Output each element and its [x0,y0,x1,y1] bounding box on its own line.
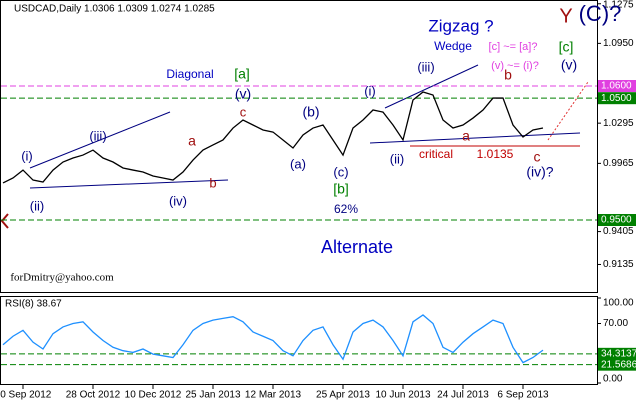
y-tick-label: 1.0950 [603,38,634,49]
annotation: [c] ~= [a]? [489,41,538,53]
x-tick-label: 20 Sep 2012 [0,390,52,401]
annotation: (v) [561,57,577,73]
annotation: Wedge [434,39,472,53]
annotation: (c) [333,164,348,179]
price-line [2,314,544,364]
rsi-panel [0,296,598,385]
annotation: a [188,133,196,149]
annotation: 62% [334,202,358,216]
rsi-title: RSI(8) 38.67 [5,299,62,310]
annotation: c [240,104,247,119]
annotation: critical [419,147,453,161]
annotation: a [462,128,470,144]
y-tick-label: 1.0295 [603,118,634,129]
annotation: Y [559,5,572,27]
trend-line [384,64,479,109]
arrow-mark [0,213,9,229]
level-label: 1.0600 [601,81,632,92]
trend-line [369,132,581,144]
annotation: 1.0135 [477,147,514,161]
annotation: (C)? [579,1,622,26]
x-tick-label: 6 Sep 2013 [497,390,549,401]
annotation: (ii) [390,151,404,166]
y-tick-label: 70.00 [603,318,628,329]
annotation: (ii) [30,198,44,213]
annotation: b [504,67,512,83]
annotation: (iv)? [526,164,553,180]
price-panel [0,0,598,293]
annotation: (b) [302,104,319,120]
level-box [598,92,636,105]
annotation: Zigzag ? [428,16,493,35]
y-tick-label: 0.9965 [603,158,634,169]
annotation: c [534,149,541,165]
x-tick-label: 10 Dec 2012 [125,390,182,401]
price-title: USDCAD,Daily 1.0306 1.0309 1.0274 1.0285 [14,4,215,15]
trend-line [29,179,229,189]
trend-lines [29,64,581,189]
x-tick-label: 10 Jun 2013 [375,390,430,401]
y-tick-label: 0.9405 [603,226,634,237]
level-label: 21.5686 [601,359,638,370]
annotation: (a) [290,156,306,171]
annotation: (i) [364,83,376,98]
annotation: (iii) [417,59,434,74]
annotation: (iv) [169,193,187,208]
annotation: (iii) [89,128,106,143]
x-tick-label: 12 Mar 2013 [245,390,302,401]
x-tick-label: 24 Jul 2013 [437,390,489,401]
annotation: [a] [234,66,250,82]
annotation: [c] [559,39,574,55]
annotation: Diagonal [166,67,213,81]
annotation: Alternate [321,237,393,257]
y-tick-label: 0.00 [603,374,623,385]
level-box [598,214,636,227]
price-line [2,91,544,184]
y-tick-label: 0.9135 [603,259,634,270]
annotation: (v) [235,86,251,102]
annotation: b [209,175,216,190]
annotation: [b] [333,181,349,197]
y-tick-label: 100.00 [603,298,634,309]
level-box [598,347,636,360]
level-label: 0.9500 [601,215,632,226]
annotation: forDmitry@yahoo.com [10,272,114,284]
trend-line [29,111,171,169]
x-tick-label: 25 Apr 2013 [316,390,370,401]
level-box [598,358,636,371]
level-label: 34.3137 [601,348,638,359]
level-label: 1.0500 [601,93,632,104]
level-box [598,80,636,93]
annotation: (i) [21,148,33,163]
y-tick-label: 1.1275 [603,0,634,11]
x-tick-label: 25 Jan 2013 [185,390,240,401]
x-tick-label: 28 Oct 2012 [66,390,121,401]
annotation: (v) ~= (i)? [491,60,539,72]
